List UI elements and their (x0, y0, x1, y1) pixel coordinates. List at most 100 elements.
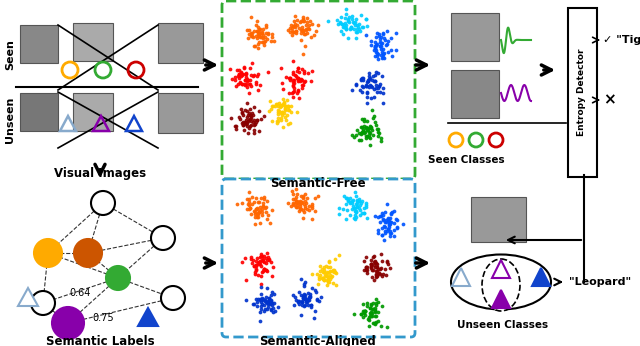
Point (360, 264, 371, 270)
Point (225, 66, 235, 71)
Point (280, 103, 291, 109)
Point (255, 26, 265, 32)
Point (294, 19, 305, 25)
Point (314, 275, 324, 280)
Point (282, 98, 292, 103)
Point (246, 84, 256, 89)
Point (359, 211, 369, 216)
Point (251, 206, 261, 212)
Point (356, 200, 366, 206)
Point (234, 114, 244, 120)
Point (371, 302, 381, 308)
Point (284, 77, 294, 83)
Point (236, 69, 246, 75)
Point (257, 297, 267, 302)
Point (371, 274, 381, 280)
Point (376, 265, 386, 271)
Point (300, 279, 310, 284)
Point (245, 117, 255, 122)
Point (362, 304, 372, 309)
Point (341, 26, 351, 31)
Point (361, 33, 371, 38)
Point (348, 197, 358, 202)
Point (367, 267, 377, 272)
Point (305, 78, 316, 83)
Point (364, 79, 374, 84)
Point (262, 257, 272, 263)
Point (336, 28, 346, 34)
Point (369, 47, 379, 53)
Point (254, 209, 264, 215)
Point (376, 324, 386, 329)
Point (372, 273, 382, 279)
Point (236, 79, 246, 85)
Point (284, 75, 294, 81)
Point (382, 41, 392, 47)
Point (376, 135, 386, 141)
Point (356, 311, 367, 317)
Point (364, 85, 374, 90)
Point (257, 39, 268, 45)
Point (329, 268, 339, 273)
Point (255, 220, 265, 226)
Point (368, 115, 378, 121)
Point (361, 82, 371, 88)
Point (332, 17, 342, 22)
Point (292, 109, 302, 114)
Point (366, 310, 376, 316)
Point (250, 214, 260, 220)
Point (291, 297, 301, 303)
Point (286, 22, 296, 28)
Point (256, 306, 266, 311)
Point (246, 110, 257, 115)
Point (372, 272, 382, 277)
Point (309, 308, 319, 313)
Circle shape (106, 266, 130, 290)
Point (252, 81, 262, 87)
Point (360, 308, 370, 314)
Point (371, 272, 381, 277)
Point (358, 308, 369, 313)
Point (322, 271, 332, 276)
Point (319, 277, 330, 283)
Point (357, 129, 367, 135)
Point (386, 211, 396, 217)
Point (307, 285, 317, 291)
Point (367, 274, 377, 280)
Point (310, 287, 320, 293)
Point (254, 108, 264, 114)
Point (382, 28, 392, 34)
Point (247, 60, 257, 65)
Point (253, 32, 263, 37)
Point (254, 32, 264, 38)
Point (260, 298, 270, 304)
Point (299, 209, 309, 215)
Point (359, 310, 369, 316)
Point (375, 272, 385, 277)
Point (256, 35, 266, 40)
Point (366, 265, 376, 271)
Point (297, 199, 307, 204)
Point (347, 198, 357, 203)
Point (320, 272, 330, 278)
Point (264, 297, 275, 303)
Point (367, 306, 377, 311)
Point (278, 86, 288, 92)
Point (294, 299, 304, 304)
Point (346, 24, 356, 30)
Point (258, 203, 268, 209)
Point (285, 120, 295, 125)
Point (262, 268, 272, 273)
Point (298, 215, 308, 221)
Point (369, 113, 379, 119)
Point (351, 35, 361, 41)
Point (294, 77, 305, 82)
Point (243, 91, 253, 96)
Point (237, 110, 248, 116)
Point (349, 190, 360, 195)
Point (262, 217, 272, 222)
Point (351, 16, 361, 21)
Point (252, 71, 262, 76)
Point (241, 76, 252, 81)
Point (244, 28, 254, 33)
